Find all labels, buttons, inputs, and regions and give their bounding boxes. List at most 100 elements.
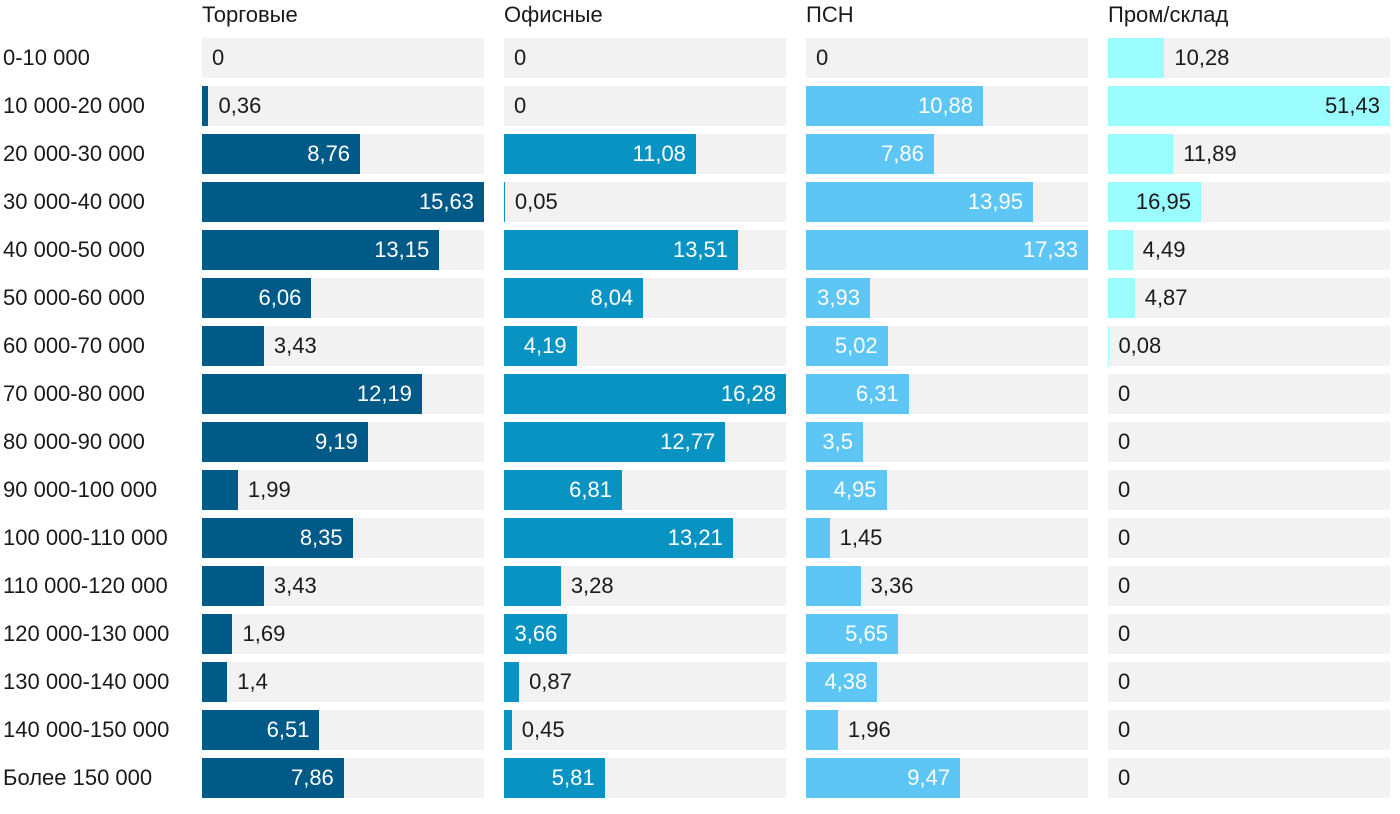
bar-track xyxy=(1108,374,1390,414)
data-label: 0,45 xyxy=(521,717,565,742)
data-label: 11,08 xyxy=(632,141,686,166)
category-label: 70 000-80 000 xyxy=(3,381,145,406)
data-label: 5,65 xyxy=(845,621,888,646)
data-label: 3,66 xyxy=(514,621,558,646)
category-label: 120 000-130 000 xyxy=(3,621,170,646)
data-label: 0 xyxy=(1118,525,1131,550)
bar xyxy=(1108,38,1165,78)
data-label: 0 xyxy=(1118,669,1131,694)
data-label: 7,86 xyxy=(290,765,334,790)
category-label: 20 000-30 000 xyxy=(3,141,145,166)
bar xyxy=(1108,278,1135,318)
bar-track xyxy=(806,518,1088,558)
bar xyxy=(806,422,863,462)
bar xyxy=(202,230,440,270)
bar-track xyxy=(202,38,484,78)
bar xyxy=(806,614,898,654)
bar-track xyxy=(504,86,786,126)
data-label: 6,06 xyxy=(258,285,302,310)
series-header: Пром/склад xyxy=(1108,2,1229,27)
data-label: 4,19 xyxy=(523,333,567,358)
bar-track xyxy=(1108,758,1390,798)
bar-track xyxy=(202,614,484,654)
data-label: 3,43 xyxy=(273,333,317,358)
bar xyxy=(504,662,520,702)
bar xyxy=(1108,230,1133,270)
data-label: 13,21 xyxy=(667,525,723,550)
data-label: 3,28 xyxy=(570,573,614,598)
data-label: 9,19 xyxy=(314,429,358,454)
bar xyxy=(504,182,505,222)
data-label: 6,31 xyxy=(855,381,899,406)
data-label: 10,88 xyxy=(917,93,974,118)
data-label: 10,28 xyxy=(1174,45,1230,70)
bar-track xyxy=(1108,614,1390,654)
data-label: 1,96 xyxy=(847,717,891,742)
data-label: 0 xyxy=(1118,381,1131,406)
bar xyxy=(202,614,233,654)
data-label: 11,89 xyxy=(1183,141,1237,166)
series-header: Торговые xyxy=(202,2,298,27)
data-label: 8,76 xyxy=(307,141,351,166)
bar-track xyxy=(504,182,786,222)
bar xyxy=(202,278,312,318)
bar xyxy=(806,710,838,750)
bar xyxy=(202,518,353,558)
data-label: 0 xyxy=(514,45,527,70)
bar-track xyxy=(504,662,786,702)
data-label: 17,33 xyxy=(1022,237,1078,262)
bar xyxy=(504,278,644,318)
data-label: 0 xyxy=(1118,573,1131,598)
bar xyxy=(806,230,1088,270)
bar xyxy=(504,326,577,366)
data-label: 0 xyxy=(1118,765,1131,790)
category-label: 80 000-90 000 xyxy=(3,429,145,454)
bar-track xyxy=(1108,518,1390,558)
bar-track xyxy=(1108,662,1390,702)
bar-track xyxy=(1108,470,1390,510)
bar xyxy=(504,566,561,606)
data-label: 1,99 xyxy=(247,477,291,502)
data-label: 4,95 xyxy=(833,477,877,502)
data-label: 0 xyxy=(1118,621,1131,646)
bar xyxy=(202,470,238,510)
data-label: 16,95 xyxy=(1135,189,1191,214)
data-label: 0 xyxy=(1118,429,1131,454)
data-label: 3,36 xyxy=(870,573,914,598)
data-label: 0 xyxy=(1118,477,1131,502)
category-label: 100 000-110 000 xyxy=(3,525,168,550)
data-label: 51,43 xyxy=(1324,93,1380,118)
data-label: 5,02 xyxy=(834,333,878,358)
bar xyxy=(806,566,861,606)
data-label: 9,47 xyxy=(907,765,951,790)
bar xyxy=(202,374,422,414)
bar xyxy=(504,134,696,174)
bar xyxy=(806,326,888,366)
data-label: 3,5 xyxy=(822,429,853,454)
data-label: 0 xyxy=(1118,717,1131,742)
bar xyxy=(806,278,870,318)
bar-track xyxy=(202,86,484,126)
category-label: 130 000-140 000 xyxy=(3,669,170,694)
data-label: 1,4 xyxy=(237,669,268,694)
bar-track xyxy=(202,662,484,702)
data-label: 6,51 xyxy=(266,717,310,742)
data-label: 1,69 xyxy=(242,621,286,646)
bar xyxy=(504,422,726,462)
data-label: 13,15 xyxy=(374,237,430,262)
bar xyxy=(202,86,209,126)
bar xyxy=(806,758,961,798)
bar-track xyxy=(504,710,786,750)
bar xyxy=(504,518,733,558)
bar-track xyxy=(1108,230,1390,270)
category-label: 30 000-40 000 xyxy=(3,189,145,214)
bar xyxy=(504,758,605,798)
bar xyxy=(504,710,512,750)
category-label: Более 150 000 xyxy=(3,765,153,790)
data-label: 4,49 xyxy=(1142,237,1186,262)
bar xyxy=(806,470,887,510)
category-label: 10 000-20 000 xyxy=(3,93,145,118)
bar xyxy=(202,422,368,462)
data-label: 8,04 xyxy=(590,285,634,310)
bar-track xyxy=(1108,422,1390,462)
